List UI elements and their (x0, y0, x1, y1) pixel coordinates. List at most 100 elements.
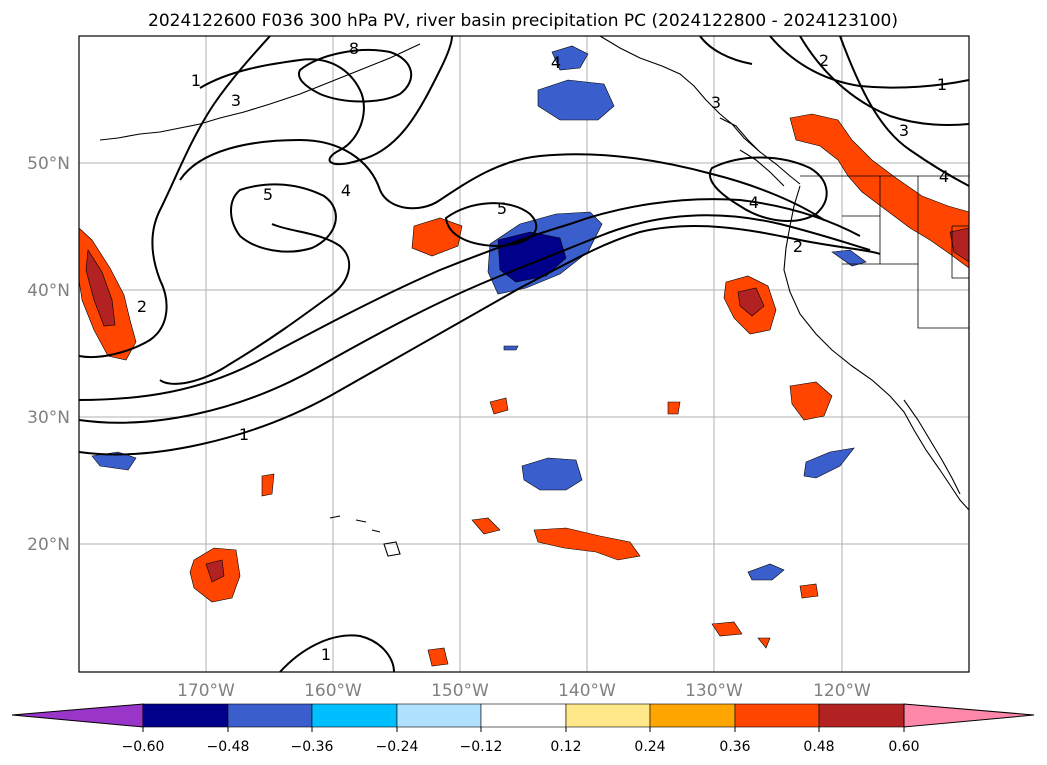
pv-contour-west-1 (78, 35, 271, 358)
pv-contour-5-ring (230, 183, 337, 253)
map-panel: 1 3 5 4 5 4 3 2 1 3 4 4 2 2 1 1 8 (78, 35, 970, 673)
precip-core-hawaii-w (205, 559, 225, 583)
coast-hawaii (329, 515, 401, 557)
colorbar-tick-label: 0.60 (888, 739, 919, 755)
lat-label-30n: 30°N (27, 408, 70, 428)
precip-neg-blob-south (747, 563, 785, 581)
pv-contour-pnw-ring (709, 156, 828, 222)
pv-label: 5 (497, 199, 507, 218)
map-frame (78, 35, 970, 673)
lon-label-170w: 170°W (177, 681, 235, 701)
pv-label: 3 (711, 93, 721, 112)
precip-neg-blob-west (91, 451, 137, 471)
border-states (842, 176, 969, 329)
precip-neg-blob-tiny (503, 345, 519, 351)
precip-blob-se (789, 381, 833, 421)
lon-label-140w: 140°W (558, 681, 616, 701)
pv-label: 2 (137, 297, 147, 316)
colorbar: −0.60 −0.48 −0.36 −0.24 −0.12 0.12 0.24 … (11, 703, 1035, 755)
colorbar-extend-left (11, 703, 144, 728)
precip-neg-blob-mid (521, 457, 583, 491)
pv-contour-1-south (78, 225, 881, 456)
colorbar-tick-label: −0.36 (291, 739, 334, 755)
colorbar-seg (734, 703, 820, 728)
colorbar-seg (565, 703, 651, 728)
precip-blob-subtropic (533, 527, 641, 561)
lat-labels: 50°N 40°N 30°N 20°N (27, 154, 70, 555)
pv-label: 4 (939, 167, 949, 186)
pv-contour-4-north (699, 35, 753, 65)
lon-label-150w: 150°W (431, 681, 489, 701)
pv-contour-3-north (199, 35, 453, 166)
pv-label: 2 (819, 51, 829, 70)
pv-label: 1 (239, 425, 249, 444)
pv-contours (78, 35, 970, 673)
pv-contour-1-bottom (279, 634, 395, 673)
borders (800, 175, 969, 329)
border-states-2 (951, 225, 969, 279)
colorbar-tick-label: 0.36 (719, 739, 750, 755)
precip-blob-small-5 (799, 583, 819, 599)
coast-baja (903, 399, 961, 495)
coast-west-us (783, 185, 970, 511)
pv-label: 3 (231, 91, 241, 110)
pv-contour-ne-2 (799, 35, 970, 127)
precip-core-calif (737, 287, 765, 317)
precip-blob-small-3 (427, 647, 449, 667)
colorbar-extend-right (903, 703, 1035, 728)
lon-label-120w: 120°W (813, 681, 871, 701)
pv-label: 1 (321, 645, 331, 664)
pv-label: 4 (749, 193, 759, 212)
pv-label: 4 (551, 53, 561, 72)
pv-label: 2 (793, 237, 803, 256)
colorbar-seg (311, 703, 398, 728)
colorbar-tick-label: 0.12 (550, 739, 581, 755)
pv-contour-ne-3 (839, 35, 970, 187)
precip-blob-small-6 (261, 473, 275, 497)
coast-bc-islands (719, 117, 785, 187)
precip-neg-blob-coast (831, 249, 867, 267)
pv-label: 1 (937, 75, 947, 94)
colorbar-seg (480, 703, 567, 728)
precip-blob-small-8 (757, 637, 771, 649)
pv-contour-4-big (179, 138, 825, 221)
precip-blob-small-4 (711, 621, 743, 637)
coast-aleutians (99, 43, 421, 141)
colorbar-tick-label: −0.24 (376, 739, 419, 755)
pv-contour-5-east (444, 202, 538, 248)
lon-label-160w: 160°W (304, 681, 362, 701)
pv-contour-labels: 1 3 5 4 5 4 3 2 1 3 4 4 2 2 1 1 8 (137, 39, 949, 664)
pv-label: 5 (263, 185, 273, 204)
pv-contour-alaska-ring (298, 49, 413, 103)
colorbar-seg (227, 703, 313, 728)
colorbar-seg (142, 703, 229, 728)
colorbar-tick-label: −0.48 (207, 739, 250, 755)
pv-label: 4 (341, 181, 351, 200)
precip-blob-small-1 (471, 517, 501, 535)
precip-neg-blob-east (803, 447, 855, 479)
coast-alaska (599, 35, 801, 185)
lon-label-130w: 130°W (685, 681, 743, 701)
lon-labels: 170°W 160°W 150°W 140°W 130°W 120°W (177, 681, 871, 701)
colorbar-tick-label: 0.24 (634, 739, 665, 755)
pv-contour-3-south (78, 198, 861, 401)
coastlines (99, 35, 970, 557)
lat-label-40n: 40°N (27, 281, 70, 301)
pv-contour-west-2 (159, 223, 350, 385)
precip-blob-small-7 (667, 401, 681, 415)
pv-contour-2-south (78, 214, 871, 424)
colorbar-ticks (142, 727, 905, 732)
precip-blob-pacnw (789, 113, 970, 269)
colorbar-tick-label: 0.48 (803, 739, 834, 755)
lat-label-50n: 50°N (27, 154, 70, 174)
precip-blob-small-2 (489, 397, 509, 415)
pv-label: 3 (899, 121, 909, 140)
colorbar-seg (396, 703, 482, 728)
lat-label-20n: 20°N (27, 535, 70, 555)
precip-shading (78, 45, 970, 667)
colorbar-tick-label: −0.12 (460, 739, 503, 755)
colorbar-tick-label: −0.60 (122, 739, 165, 755)
precip-neg-blob-north-small (551, 45, 589, 71)
figure-title: 2024122600 F036 300 hPa PV, river basin … (148, 11, 898, 31)
